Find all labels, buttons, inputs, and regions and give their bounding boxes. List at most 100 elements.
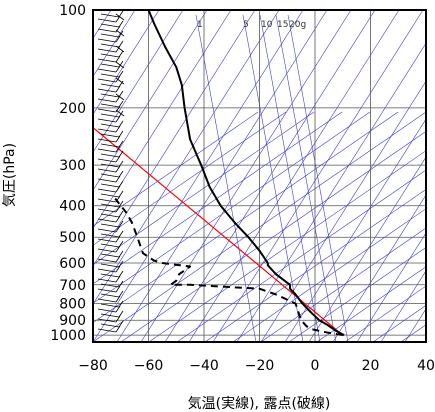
wind-barb — [97, 145, 121, 153]
isotherm-line — [93, 10, 256, 267]
adiabat-line — [93, 111, 343, 285]
x-tick-label: 0 — [311, 358, 320, 374]
wind-barb — [97, 205, 121, 213]
isotherm-line — [404, 308, 426, 342]
isotherm-line — [116, 10, 328, 342]
isotherm-line — [356, 232, 426, 342]
isotherm-line — [140, 10, 352, 342]
wind-barbs — [97, 10, 125, 333]
isotherm-line — [93, 10, 136, 77]
adiabat-line — [120, 130, 426, 342]
isotherm-line — [93, 10, 184, 153]
wind-barb — [97, 65, 121, 73]
wind-barb — [97, 225, 121, 233]
wind-barb — [97, 125, 121, 133]
x-tick-label: −20 — [245, 358, 275, 374]
y-tick-label: 900 — [59, 313, 86, 329]
wind-barb — [115, 29, 125, 37]
wind-barb — [97, 265, 121, 273]
wind-barb — [115, 93, 125, 101]
isotherm-line — [332, 194, 426, 342]
grid-lines — [92, 9, 427, 342]
wind-barb — [97, 115, 121, 123]
y-tick-label: 600 — [59, 256, 86, 272]
plot-frame — [92, 9, 427, 343]
adiabat-line — [429, 112, 435, 342]
adiabat-line — [93, 111, 315, 266]
adiabat-line — [93, 111, 371, 304]
wind-barb — [115, 109, 125, 117]
wind-barb — [97, 45, 121, 53]
wind-barb — [97, 55, 121, 63]
wind-barb — [97, 315, 121, 323]
isotherm-line — [284, 118, 426, 342]
mr-label-10: 10 — [261, 20, 273, 30]
y-tick-label: 300 — [59, 158, 86, 174]
wind-barb — [97, 245, 121, 253]
wind-barb — [115, 77, 125, 85]
mixing-ratio-line — [259, 14, 321, 342]
wind-barb — [97, 215, 121, 223]
mixing-ratio-line — [195, 14, 257, 342]
y-tick-label: 200 — [59, 101, 86, 117]
wind-barb — [97, 105, 121, 113]
wind-barb — [97, 85, 121, 93]
y-axis-title: 気圧(hPa) — [2, 143, 18, 207]
mixing-ratio-line — [242, 14, 304, 342]
isotherm-line — [93, 10, 280, 305]
sounding-lines — [114, 10, 345, 337]
x-tick-labels: −80 −60 −40 −20 0 20 40 — [78, 358, 435, 374]
y-tick-label: 400 — [59, 199, 86, 215]
wind-barb — [97, 305, 121, 313]
mr-label-5: 5 — [243, 20, 249, 30]
x-tick-label: 40 — [417, 358, 435, 374]
wind-barb — [97, 235, 121, 243]
isotherm-line — [260, 80, 426, 342]
wind-barb — [97, 195, 121, 203]
wind-barb — [97, 295, 121, 303]
mr-label-20g: 20g — [289, 20, 306, 30]
dewpoint-line — [114, 197, 343, 337]
isotherm-line — [308, 156, 426, 342]
y-tick-label: 100 — [59, 3, 86, 19]
wind-barb — [97, 135, 121, 143]
isotherm-line — [93, 10, 208, 191]
wind-barb — [115, 61, 125, 69]
wind-barb — [97, 75, 121, 83]
x-axis-title: 気温(実線), 露点(破線) — [188, 396, 331, 412]
adiabat-line — [400, 324, 426, 342]
isotherm-line — [236, 42, 426, 342]
wind-barb — [97, 165, 121, 173]
wind-barb — [115, 45, 125, 53]
wind-barb — [115, 13, 125, 21]
mixing-ratio-line — [275, 14, 337, 342]
adiabat-line — [93, 111, 259, 227]
wind-barb — [97, 285, 121, 293]
x-tick-label: −60 — [134, 358, 164, 374]
mixing-ratio-labels: 1 5 10 15 20g — [197, 20, 306, 30]
isotherm-line — [429, 10, 435, 342]
y-tick-label: 700 — [59, 278, 86, 294]
y-tick-label: 500 — [59, 230, 86, 246]
adiabat-line — [344, 285, 426, 342]
wind-barb — [97, 325, 121, 333]
isotherm-line — [380, 270, 426, 342]
isotherm-line — [93, 10, 232, 229]
x-tick-label: −80 — [78, 358, 108, 374]
isotherm-line — [93, 10, 160, 115]
wind-barb — [97, 25, 121, 33]
isotherm-line — [212, 10, 424, 342]
mixing-ratio-line — [287, 14, 349, 342]
wind-barb — [97, 175, 121, 183]
wind-barb — [97, 155, 121, 163]
wind-barb — [97, 35, 121, 43]
x-tick-label: −40 — [189, 358, 219, 374]
mr-label-15: 15 — [277, 20, 288, 30]
mr-label-1: 1 — [197, 20, 203, 30]
y-tick-label: 1000 — [50, 328, 86, 344]
temperature-line — [147, 10, 345, 336]
isotherm-line — [93, 10, 304, 342]
y-tick-label: 800 — [59, 297, 86, 313]
